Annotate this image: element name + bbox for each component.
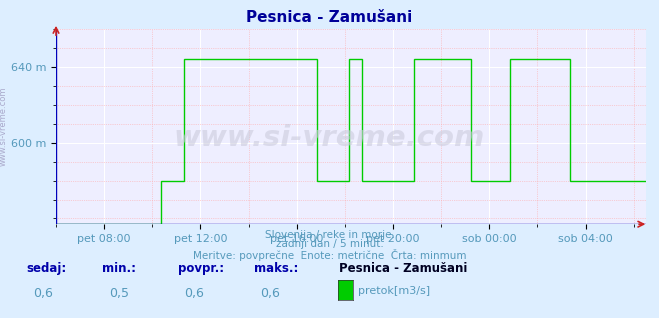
Text: Meritve: povprečne  Enote: metrične  Črta: minmum: Meritve: povprečne Enote: metrične Črta:…	[192, 249, 467, 261]
Text: 0,6: 0,6	[185, 287, 204, 300]
Text: Slovenija / reke in morje.: Slovenija / reke in morje.	[264, 230, 395, 239]
Text: pretok[m3/s]: pretok[m3/s]	[358, 286, 430, 296]
Text: Pesnica - Zamušani: Pesnica - Zamušani	[246, 10, 413, 24]
Text: sedaj:: sedaj:	[26, 262, 67, 275]
Text: zadnji dan / 5 minut.: zadnji dan / 5 minut.	[275, 239, 384, 249]
Text: Pesnica - Zamušani: Pesnica - Zamušani	[339, 262, 468, 275]
Text: povpr.:: povpr.:	[178, 262, 224, 275]
Y-axis label: www.si-vreme.com: www.si-vreme.com	[0, 87, 8, 166]
Text: maks.:: maks.:	[254, 262, 298, 275]
Text: 0,5: 0,5	[109, 287, 129, 300]
Text: min.:: min.:	[102, 262, 136, 275]
Text: www.si-vreme.com: www.si-vreme.com	[174, 124, 485, 152]
Text: 0,6: 0,6	[260, 287, 280, 300]
Text: 0,6: 0,6	[33, 287, 53, 300]
